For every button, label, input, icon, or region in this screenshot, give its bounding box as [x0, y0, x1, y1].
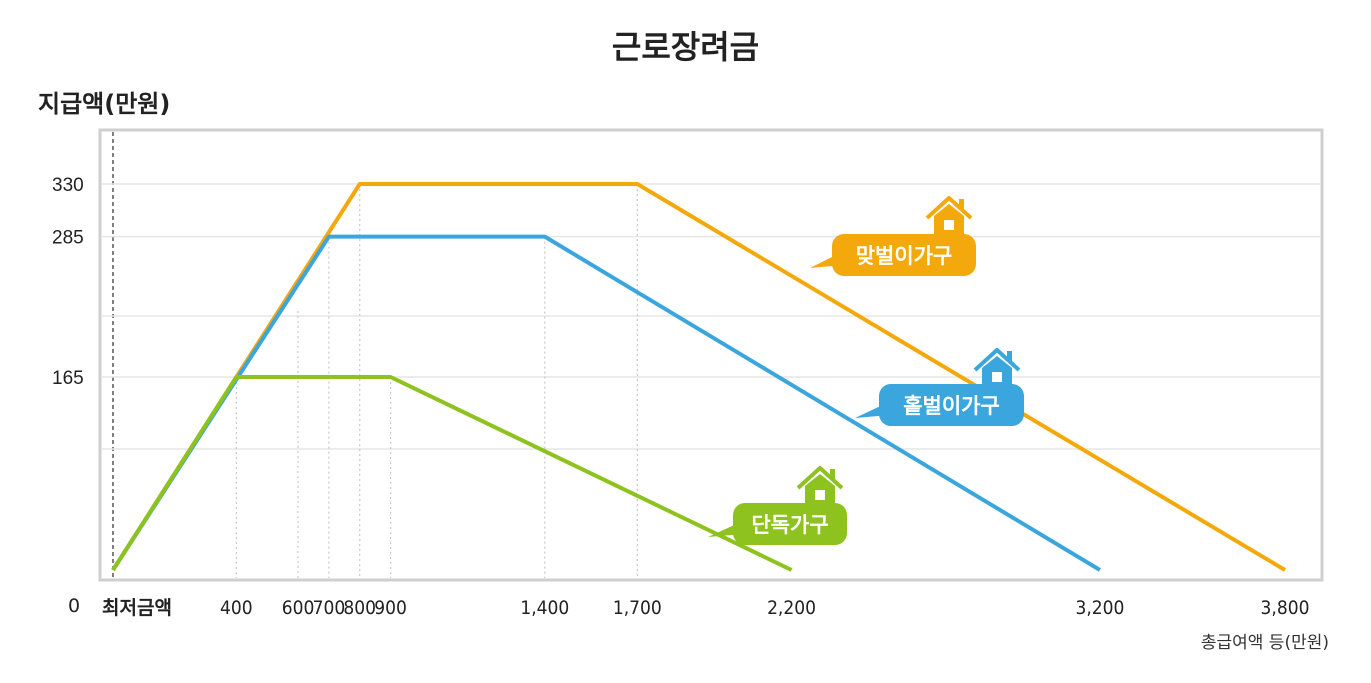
x-tick-label: 400	[220, 597, 253, 619]
plot-frame	[98, 128, 1324, 582]
x-tick-label: 700	[313, 597, 346, 619]
x-tick-label: 1,700	[613, 597, 662, 619]
house-roof	[973, 348, 1021, 372]
x-tick-label: 800	[343, 597, 376, 619]
house-window	[992, 372, 1002, 382]
badge-background	[879, 384, 1024, 426]
legend-label: 홑벌이가구	[903, 394, 1000, 418]
minimum-amount-label: 최저금액	[102, 597, 172, 619]
house-window	[944, 220, 954, 230]
y-axis-label: 지급액(만원)	[38, 90, 171, 118]
x-tick-label: 600	[282, 597, 315, 619]
house-chimney	[959, 199, 964, 209]
x-tick-label: 1,400	[520, 597, 569, 619]
y-tick-label: 165	[52, 368, 84, 389]
legend-label: 맞벌이가구	[856, 244, 953, 268]
badge-background	[832, 234, 976, 276]
x-tick-label: 3,200	[1075, 597, 1124, 619]
x-tick-label: 900	[374, 597, 407, 619]
legend-badge-dual-income: 맞벌이가구	[810, 196, 976, 276]
house-body	[982, 356, 1012, 386]
house-icon	[925, 196, 973, 234]
house-icon	[973, 348, 1021, 386]
legend-badge-single-income: 홑벌이가구	[855, 348, 1024, 426]
legend-badge-single-person: 단독가구	[708, 466, 847, 545]
series-line-single-person	[111, 375, 793, 572]
house-chimney	[1007, 351, 1012, 361]
x-tick-label: 2,200	[767, 597, 816, 619]
house-body	[934, 204, 964, 234]
house-window	[815, 490, 825, 500]
badge-background	[733, 503, 847, 545]
y-tick-label: 330	[52, 175, 84, 196]
house-icon	[796, 466, 844, 504]
house-chimney	[830, 469, 835, 479]
y-tick-label: 285	[52, 228, 84, 249]
x-axis-label: 총급여액 등(만원)	[1200, 633, 1329, 653]
x-origin-label: 0	[68, 595, 81, 617]
house-body	[805, 474, 835, 504]
house-roof	[925, 196, 973, 220]
legend-label: 단독가구	[751, 513, 828, 537]
chart-title: 근로장려금	[611, 28, 760, 66]
x-tick-label: 3,800	[1261, 597, 1310, 619]
house-roof	[796, 466, 844, 490]
